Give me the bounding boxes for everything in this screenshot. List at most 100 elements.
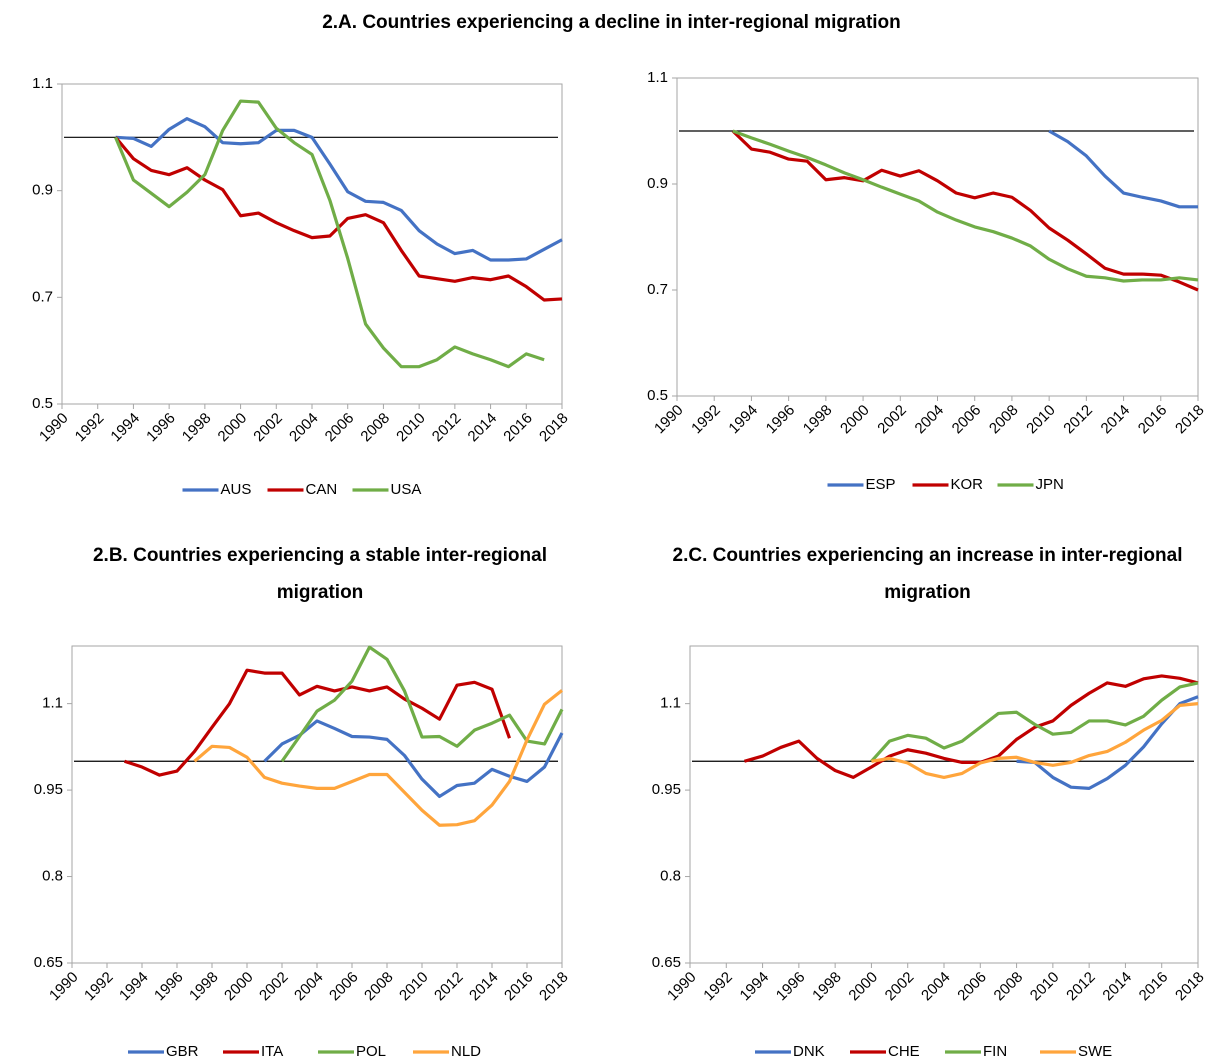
x-tick-label: 2008 (361, 969, 397, 1005)
chart-title: 2.A. Countries experiencing a decline in… (322, 12, 901, 33)
series-line (870, 681, 1199, 763)
x-tick-label: 1998 (186, 969, 222, 1005)
x-tick-label: 2008 (986, 402, 1022, 438)
legend-label: SWE (1078, 1043, 1112, 1060)
x-tick-label: 1998 (800, 402, 836, 438)
x-tick-label: 2018 (536, 410, 572, 446)
x-tick-label: 1996 (763, 402, 799, 438)
series-line (732, 129, 1199, 283)
x-tick-label: 1994 (116, 969, 152, 1005)
x-tick-label: 1990 (664, 969, 700, 1005)
series-line (114, 136, 563, 302)
x-tick-label: 1992 (81, 969, 117, 1005)
legend-label: JPN (1036, 476, 1064, 493)
y-tick-label: 0.5 (647, 387, 668, 404)
y-tick-label: 1.1 (660, 695, 681, 712)
x-tick-label: 2014 (466, 969, 502, 1005)
y-tick-label: 0.7 (32, 288, 53, 305)
x-tick-label: 2002 (250, 410, 286, 446)
x-tick-label: 2006 (954, 969, 990, 1005)
legend-label: GBR (166, 1043, 199, 1060)
series-line (114, 99, 545, 369)
x-tick-label: 1994 (737, 969, 773, 1005)
x-tick-label: 1992 (72, 410, 108, 446)
x-tick-label: 2006 (949, 402, 985, 438)
series-line (193, 689, 563, 827)
legend-label: KOR (951, 476, 984, 493)
x-tick-label: 1990 (46, 969, 82, 1005)
chart: 0.5 0.7 0.9 1.1 1990 1992 1994 1996 1998 2000 2002… (647, 69, 1207, 493)
x-tick-label: 2012 (429, 410, 465, 446)
legend-label: DNK (793, 1043, 825, 1060)
x-tick-label: 2000 (221, 969, 257, 1005)
x-tick-label: 1994 (725, 402, 761, 438)
y-tick-label: 1.1 (32, 75, 53, 92)
y-tick-label: 0.95 (652, 781, 681, 798)
plot-frame (71, 645, 563, 964)
x-tick-label: 2010 (1023, 402, 1059, 438)
x-tick-label: 2018 (1172, 969, 1208, 1005)
x-tick-label: 2016 (501, 969, 537, 1005)
x-tick-label: 2010 (1027, 969, 1063, 1005)
series-line (731, 129, 1199, 292)
x-tick-label: 2014 (1099, 969, 1135, 1005)
plot-frame (676, 77, 1199, 397)
x-tick-label: 2012 (1060, 402, 1096, 438)
series-line (115, 117, 563, 262)
x-tick-label: 2016 (500, 410, 536, 446)
x-tick-label: 1990 (651, 402, 687, 438)
x-tick-label: 2004 (912, 402, 948, 438)
x-tick-label: 2010 (396, 969, 432, 1005)
legend-label: USA (391, 481, 422, 498)
x-tick-label: 1996 (151, 969, 187, 1005)
x-tick-label: 2002 (882, 969, 918, 1005)
x-tick-label: 2004 (286, 410, 322, 446)
x-tick-label: 2008 (991, 969, 1027, 1005)
x-tick-label: 2000 (837, 402, 873, 438)
chart-title: 2.B. Countries experiencing a stable int… (92, 545, 547, 603)
series-line (871, 702, 1199, 780)
y-tick-label: 1.1 (647, 69, 668, 86)
x-tick-label: 1998 (809, 969, 845, 1005)
x-tick-label: 2014 (465, 410, 501, 446)
x-tick-label: 2006 (326, 969, 362, 1005)
y-tick-label: 0.95 (34, 781, 63, 798)
y-tick-label: 0.7 (647, 281, 668, 298)
legend-label: CAN (306, 481, 338, 498)
legend-label: CHE (888, 1043, 920, 1060)
y-tick-label: 0.9 (32, 182, 53, 199)
chart-title: 2.C. Countries experiencing an increase … (672, 545, 1183, 603)
x-tick-label: 2018 (536, 969, 572, 1005)
series-line (1016, 695, 1199, 790)
x-tick-label: 2000 (215, 410, 251, 446)
legend-label: POL (356, 1043, 386, 1060)
y-tick-label: 0.65 (34, 954, 63, 971)
x-tick-label: 2004 (291, 969, 327, 1005)
legend-label: FIN (983, 1043, 1007, 1060)
x-tick-label: 2010 (393, 410, 429, 446)
x-tick-label: 2016 (1136, 969, 1172, 1005)
legend-label: ESP (866, 476, 896, 493)
legend-label: ITA (261, 1043, 283, 1060)
y-tick-label: 0.8 (660, 868, 681, 885)
x-tick-label: 2006 (322, 410, 358, 446)
chart: 0.5 0.7 0.9 1.1 1990 1992 1994 1996 1998 2000 2002… (32, 75, 571, 498)
legend-label: AUS (221, 481, 252, 498)
x-tick-label: 1992 (688, 402, 724, 438)
plot-frame (61, 83, 563, 405)
series-line (1048, 129, 1198, 209)
series-line (123, 668, 512, 777)
x-tick-label: 2014 (1098, 402, 1134, 438)
x-tick-label: 1994 (107, 410, 143, 446)
series-line (743, 674, 1199, 780)
x-tick-label: 2004 (918, 969, 954, 1005)
x-tick-label: 1998 (179, 410, 215, 446)
x-tick-label: 1992 (700, 969, 736, 1005)
series-line (280, 645, 564, 763)
x-tick-label: 2002 (874, 402, 910, 438)
x-tick-label: 2012 (1063, 969, 1099, 1005)
